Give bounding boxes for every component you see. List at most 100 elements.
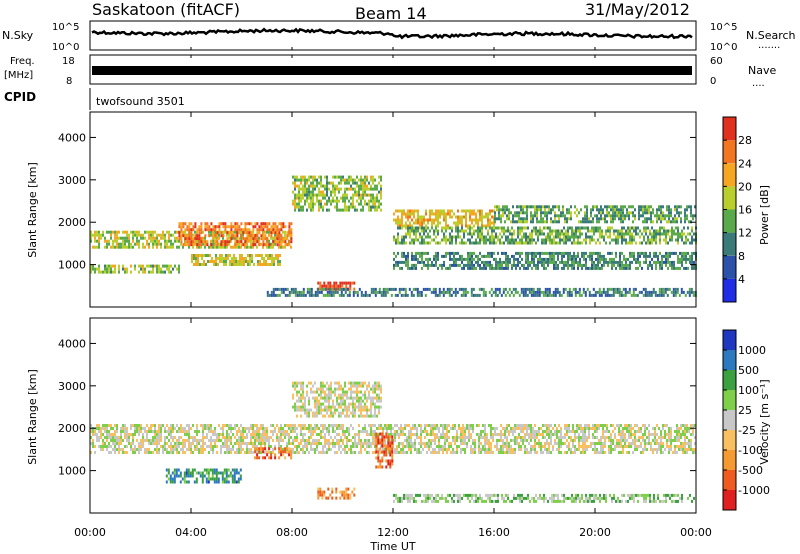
heatmap-cell xyxy=(461,224,463,228)
heatmap-cell xyxy=(350,184,352,188)
heatmap-cell xyxy=(440,424,442,427)
heatmap-cell xyxy=(190,234,193,238)
heatmap-cell xyxy=(493,226,495,230)
heatmap-cell xyxy=(566,220,568,224)
heatmap-cell xyxy=(460,427,462,430)
heatmap-cell xyxy=(200,225,203,229)
heatmap-cell xyxy=(384,448,386,451)
heatmap-cell xyxy=(567,229,569,233)
heatmap-cell xyxy=(477,209,479,213)
heatmap-cell xyxy=(477,235,479,239)
heatmap-cell xyxy=(246,448,248,451)
heatmap-cell xyxy=(282,222,285,226)
heatmap-cell xyxy=(571,254,573,258)
heatmap-cell xyxy=(306,181,308,185)
heatmap-cell xyxy=(106,430,108,433)
heatmap-cell xyxy=(132,439,134,442)
heatmap-cell xyxy=(344,193,346,197)
heatmap-cell xyxy=(100,236,102,240)
heatmap-cell xyxy=(652,208,654,212)
heatmap-cell xyxy=(619,257,621,261)
heatmap-cell xyxy=(244,225,247,229)
heatmap-cell xyxy=(417,218,419,222)
heatmap-cell xyxy=(491,226,493,230)
heatmap-cell xyxy=(640,208,642,212)
heatmap-cell xyxy=(190,237,193,241)
heatmap-cell xyxy=(693,263,695,267)
heatmap-cell xyxy=(156,245,158,249)
heatmap-cell xyxy=(263,263,265,266)
heatmap-cell xyxy=(655,241,657,245)
heatmap-cell xyxy=(427,232,429,236)
heatmap-cell xyxy=(366,175,368,179)
heatmap-cell xyxy=(599,254,601,258)
heatmap-cell xyxy=(583,238,585,242)
heatmap-cell xyxy=(639,251,641,255)
heatmap-cell xyxy=(330,193,332,197)
heatmap-cell xyxy=(214,245,216,249)
heatmap-cell xyxy=(322,208,324,212)
heatmap-cell xyxy=(635,266,637,270)
heatmap-cell xyxy=(567,238,569,242)
heatmap-cell xyxy=(413,229,415,233)
heatmap-cell xyxy=(523,232,525,236)
heatmap-cell xyxy=(259,260,261,263)
heatmap-cell xyxy=(308,439,310,442)
heatmap-cell xyxy=(414,424,416,427)
heatmap-cell xyxy=(484,451,486,454)
heatmap-cell xyxy=(116,442,118,445)
heatmap-cell xyxy=(266,245,268,249)
heatmap-cell xyxy=(439,209,441,213)
heatmap-cell xyxy=(204,240,207,244)
heatmap-cell xyxy=(260,427,262,430)
heatmap-cell xyxy=(336,433,338,436)
heatmap-cell xyxy=(292,442,294,445)
heatmap-cell xyxy=(495,263,497,267)
heatmap-cell xyxy=(625,260,627,264)
heatmap-cell xyxy=(186,439,188,442)
heatmap-cell xyxy=(138,442,140,445)
heatmap-cell xyxy=(575,229,577,233)
colorbar-tick-label: 8 xyxy=(738,250,745,263)
heatmap-cell xyxy=(537,260,539,264)
heatmap-cell xyxy=(688,293,691,297)
heatmap-cell xyxy=(180,442,182,445)
heatmap-cell xyxy=(190,231,193,235)
heatmap-cell xyxy=(156,264,158,268)
heatmap-cell xyxy=(432,290,435,294)
heatmap-cell xyxy=(222,236,224,240)
heatmap-cell xyxy=(320,205,322,209)
heatmap-cell xyxy=(643,235,645,239)
heatmap-cell xyxy=(512,293,515,297)
heatmap-cell xyxy=(319,284,322,288)
colorbar-swatch xyxy=(723,186,736,210)
heatmap-cell xyxy=(611,226,613,230)
heatmap-cell xyxy=(442,287,445,291)
heatmap-cell xyxy=(344,290,347,294)
heatmap-cell xyxy=(120,245,122,249)
heatmap-cell xyxy=(496,442,498,445)
heatmap-cell xyxy=(372,439,374,442)
heatmap-cell xyxy=(202,427,204,430)
heatmap-cell xyxy=(612,220,614,224)
heatmap-cell xyxy=(372,175,374,179)
heatmap-cell xyxy=(142,233,144,237)
heatmap-cell xyxy=(362,196,364,200)
heatmap-cell xyxy=(681,257,683,261)
heatmap-cell xyxy=(332,181,334,185)
heatmap-cell xyxy=(505,235,507,239)
heatmap-cell xyxy=(226,233,228,237)
heatmap-cell xyxy=(517,263,519,267)
heatmap-cell xyxy=(449,238,451,242)
heatmap-cell xyxy=(651,266,653,270)
heatmap-cell xyxy=(543,251,545,255)
heatmap-cell xyxy=(670,214,672,218)
heatmap-cell xyxy=(96,230,98,234)
heatmap-cell xyxy=(642,214,644,218)
heatmap-cell xyxy=(541,260,543,264)
heatmap-cell xyxy=(230,222,233,226)
heatmap-cell xyxy=(319,287,322,291)
heatmap-cell xyxy=(372,442,374,445)
heatmap-cell xyxy=(168,236,170,240)
heatmap-cell xyxy=(156,430,158,433)
